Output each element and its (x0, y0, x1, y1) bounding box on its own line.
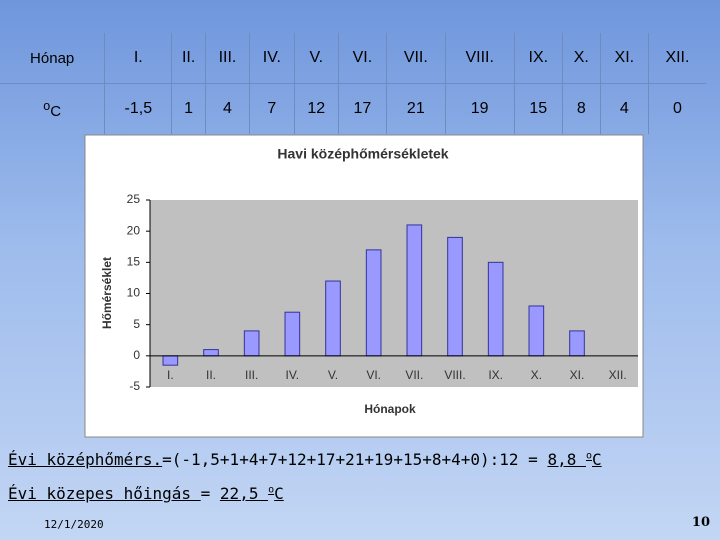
table-cell: 8 (561, 83, 601, 134)
y-tick-label: -5 (129, 379, 140, 393)
table-cell: XI. (599, 33, 649, 84)
table-cell: XII. (647, 33, 706, 84)
y-tick-label: 5 (133, 317, 140, 331)
note-segment: Évi középhőmérs. (8, 450, 163, 469)
x-tick-label: VII. (405, 368, 423, 382)
x-axis-label: Hónapok (364, 402, 416, 416)
bar (406, 224, 423, 357)
y-tick-label: 15 (127, 255, 141, 269)
bar (162, 355, 179, 366)
plot-area (150, 200, 638, 387)
note-segment: =(-1,5+1+4+7+12+17+21+19+15+8+4+0):12 = (162, 450, 548, 469)
table-cell: 21 (386, 83, 446, 134)
unit-text: C (50, 102, 62, 120)
table-cell: -1,5 (104, 83, 172, 134)
note-segment: o (268, 484, 275, 496)
table-cell: 1 (171, 83, 206, 134)
data-table: Hónap I. II. III. IV. V. VI. VII. VIII. IX. X. XI. X… (0, 33, 706, 134)
bar (487, 261, 504, 357)
table-cell: VI. (337, 33, 387, 84)
table-cell: IV. (248, 33, 295, 84)
table-cell: 0 (647, 83, 706, 134)
y-tick-label: 10 (127, 286, 141, 300)
y-axis-label: Hőmérséklet (100, 257, 114, 329)
x-tick-label: II. (206, 368, 216, 382)
x-tick-label: IX. (488, 368, 503, 382)
bar (569, 330, 585, 357)
bar (528, 305, 545, 357)
x-tick-label: VI. (366, 368, 381, 382)
table-cell: 15 (513, 83, 563, 134)
footer-date: 12/1/2020 (44, 518, 104, 531)
table-cell: 19 (444, 83, 515, 134)
bar (365, 249, 382, 357)
chart-title: Havi középhőmérsékletek (277, 146, 448, 162)
note-line: Évi közepes hőingás = 22,5 oC (8, 484, 284, 503)
table-cell: 4 (599, 83, 649, 134)
table-row: oC -1,5 1 4 7 12 17 21 19 15 8 4 0 (0, 83, 706, 134)
x-tick-label: XII. (609, 368, 627, 382)
y-tick-label: 25 (127, 192, 141, 206)
note-line: Évi középhőmérs.=(-1,5+1+4+7+12+17+21+19… (8, 450, 602, 469)
note-segment: Évi közepes hőingás (8, 484, 201, 503)
note-segment: C (592, 450, 602, 469)
x-tick-label: III. (245, 368, 258, 382)
table-cell: oC (0, 83, 105, 134)
bar (203, 349, 219, 357)
table-cell: Hónap (30, 49, 75, 67)
note-segment: 8,8 (547, 450, 586, 469)
table-cell: 4 (204, 83, 250, 134)
unit-sup: o (43, 98, 51, 113)
table-cell: X. (561, 33, 601, 84)
table-cell: VII. (386, 33, 446, 84)
table-cell: I. (104, 33, 172, 84)
table-cell: IX. (513, 33, 563, 84)
x-tick-label: IV. (286, 368, 300, 382)
table-cell: V. (293, 33, 339, 84)
note-segment: o (585, 450, 592, 462)
bar (284, 311, 301, 357)
note-segment: = (200, 484, 220, 503)
x-tick-label: V. (328, 368, 338, 382)
table-cell: III. (204, 33, 250, 84)
page-number: 10 (691, 515, 710, 530)
bar (243, 330, 260, 357)
table-cell: 12 (293, 83, 339, 134)
x-tick-label: I. (167, 368, 174, 382)
x-tick-label: X. (531, 368, 542, 382)
note-segment: 22,5 (219, 484, 269, 503)
y-tick-label: 20 (127, 223, 141, 237)
table-cell: VIII. (444, 33, 515, 84)
table-row: Hónap I. II. III. IV. V. VI. VII. VIII. IX. X. XI. X… (0, 33, 706, 84)
y-tick-label: 0 (133, 348, 140, 362)
table-cell: 17 (337, 83, 387, 134)
bar (325, 280, 341, 357)
x-tick-label: XI. (570, 368, 585, 382)
bar (447, 236, 463, 357)
x-tick-label: VIII. (444, 368, 465, 382)
note-segment: C (274, 484, 284, 503)
table-cell: II. (171, 33, 206, 84)
table-cell: 7 (248, 83, 295, 134)
